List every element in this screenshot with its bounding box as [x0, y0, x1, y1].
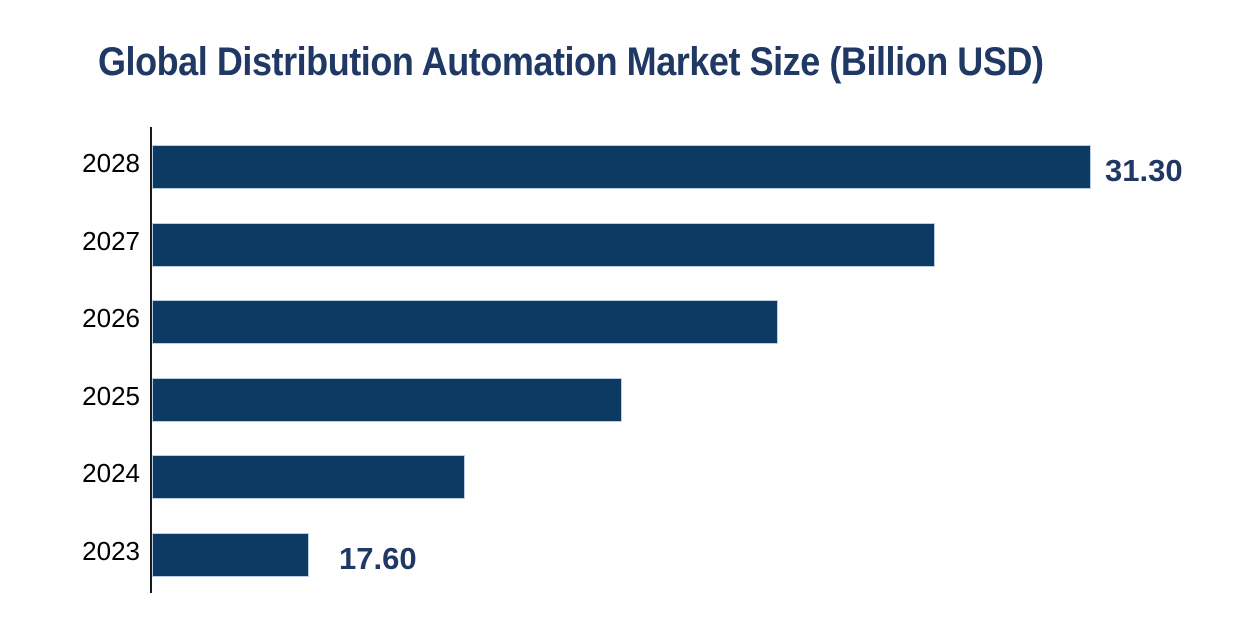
chart-title: Global Distribution Automation Market Si…	[98, 40, 1044, 84]
value-label-2028: 31.30	[1105, 153, 1183, 188]
bar-2027	[152, 223, 935, 267]
bar-row: 2028 31.30	[0, 145, 1257, 189]
bar-row: 2025	[0, 378, 1257, 422]
bar-row: 2024	[0, 455, 1257, 499]
category-label-2026: 2026	[82, 303, 140, 333]
value-label-2023: 17.60	[339, 541, 417, 576]
bar-row: 2027	[0, 223, 1257, 267]
category-axis-line	[150, 127, 152, 593]
bar-2023	[152, 533, 309, 577]
bar-2028	[152, 145, 1091, 189]
category-label-2027: 2027	[82, 226, 140, 256]
category-label-2025: 2025	[82, 381, 140, 411]
bar-2025	[152, 378, 622, 422]
bar-row: 2023 17.60	[0, 533, 1257, 577]
category-label-2028: 2028	[82, 148, 140, 178]
category-label-2023: 2023	[82, 536, 140, 566]
category-label-2024: 2024	[82, 458, 140, 488]
bar-2024	[152, 455, 465, 499]
bar-2026	[152, 300, 778, 344]
bar-row: 2026	[0, 300, 1257, 344]
